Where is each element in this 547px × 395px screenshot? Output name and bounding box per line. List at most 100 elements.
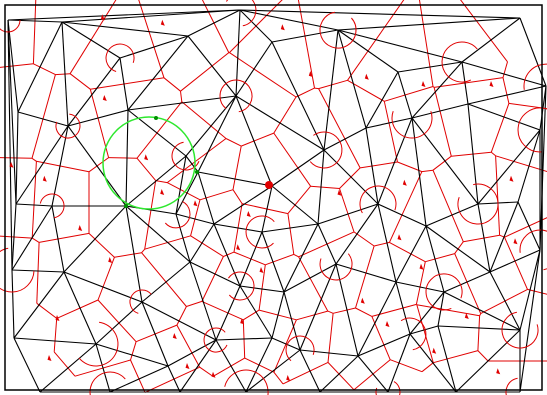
voronoi-edge: [258, 264, 266, 311]
voronoi-edge: [310, 185, 340, 189]
direction-marker: [421, 81, 426, 87]
voronoi-edge: [388, 171, 423, 243]
voronoi-edge: [55, 73, 71, 76]
delaunay-edge: [271, 41, 325, 151]
delaunay-edge: [337, 17, 521, 31]
voronoi-edge: [31, 161, 37, 239]
voronoi-edge: [166, 182, 201, 201]
direction-marker: [211, 371, 216, 378]
delaunay-edge: [17, 111, 69, 127]
delaunay-edge: [377, 203, 427, 227]
delaunay-edge: [63, 205, 127, 273]
angle-arc: [319, 11, 357, 49]
delaunay-edge: [175, 213, 215, 225]
delaunay-edge: [319, 355, 359, 393]
voronoi-edge: [425, 253, 455, 263]
delaunay-edge: [517, 129, 541, 203]
voronoi-edge: [56, 299, 99, 319]
direction-marker: [9, 161, 14, 168]
voronoi-edge: [241, 132, 274, 147]
voronoi-edge: [135, 324, 178, 343]
voronoi-edge: [432, 86, 435, 88]
highlight-circle[interactable]: [102, 116, 196, 210]
voronoi-edge: [287, 213, 295, 255]
delaunay-edge: [397, 71, 413, 119]
direction-marker: [509, 175, 514, 182]
delaunay-edge: [317, 223, 337, 265]
direction-marker: [308, 71, 313, 77]
delaunay-edge: [245, 337, 273, 393]
voronoi-edge: [460, 0, 508, 63]
voronoi-edge: [347, 0, 405, 81]
voronoi-edge: [287, 185, 311, 214]
voronoi-edge: [298, 231, 355, 258]
angle-arc: [227, 271, 255, 301]
delaunay-edge: [467, 103, 479, 205]
voronoi-edge: [88, 157, 109, 173]
angle-arc: [129, 289, 152, 314]
voronoi-edge: [282, 361, 329, 385]
delaunay-edge: [323, 127, 367, 151]
voronoi-edge: [31, 237, 40, 243]
delaunay-edge: [461, 17, 521, 63]
delaunay-edge: [357, 355, 389, 393]
delaunay-edge: [213, 223, 263, 233]
voronoi-edge: [273, 132, 312, 187]
delaunay-edge: [299, 349, 321, 393]
voronoi-edge: [180, 91, 183, 102]
voronoi-edge: [138, 0, 165, 78]
delaunay-edge: [185, 155, 199, 173]
voronoi-edge: [463, 234, 500, 243]
voronoi-edge: [229, 52, 297, 98]
delaunay-edge: [125, 205, 143, 303]
voronoi-edge: [166, 138, 227, 184]
delaunay-edge: [63, 271, 97, 345]
direction-marker: [42, 175, 47, 182]
delaunay-edge: [119, 35, 189, 59]
direction-marker: [513, 238, 518, 245]
delaunay-edge: [185, 95, 237, 157]
delaunay-edge: [299, 349, 359, 357]
voronoi-edge: [273, 319, 297, 373]
delaunay-edge: [519, 249, 541, 331]
voronoi-edge: [421, 362, 434, 373]
circle-point: [154, 116, 158, 120]
voronoi-edge: [389, 241, 426, 263]
delaunay-edge: [13, 271, 65, 339]
delaunay-edge: [317, 149, 325, 225]
delaunay-edge: [197, 171, 273, 187]
delaunay-edge: [11, 205, 53, 271]
voronoi-edge: [415, 261, 426, 305]
voronoi-edge: [502, 77, 510, 104]
delaunay-edge: [245, 349, 301, 393]
direction-marker: [464, 313, 469, 319]
angle-arc: [285, 335, 315, 362]
circle-point: [195, 170, 199, 174]
delaunay-edge: [197, 171, 215, 225]
angle-arc: [425, 273, 463, 311]
delaunay-edge: [61, 21, 189, 37]
delaunay-edge: [179, 339, 217, 393]
direction-marker: [160, 19, 165, 26]
delaunay-edge: [261, 231, 285, 293]
selected-vertex[interactable]: [265, 181, 273, 189]
delaunay-edge: [235, 41, 273, 97]
angle-arc: [309, 131, 343, 169]
voronoi-edge: [434, 77, 504, 88]
voronoi-edge: [32, 0, 37, 64]
voronoi-edge: [144, 366, 200, 393]
direction-marker: [496, 368, 501, 375]
voronoi-edge: [141, 248, 146, 254]
delaunay-edge: [7, 9, 241, 21]
voronoi-edge: [201, 300, 244, 321]
voronoi-edge: [480, 288, 528, 315]
delaunay-edge: [61, 9, 241, 23]
delaunay-edge: [461, 61, 469, 105]
delaunay-edge: [357, 333, 411, 357]
delaunay-edge: [109, 365, 169, 393]
angle-arc: [39, 193, 65, 219]
delaunay-edge: [235, 9, 241, 97]
delaunay-edge: [271, 185, 319, 225]
